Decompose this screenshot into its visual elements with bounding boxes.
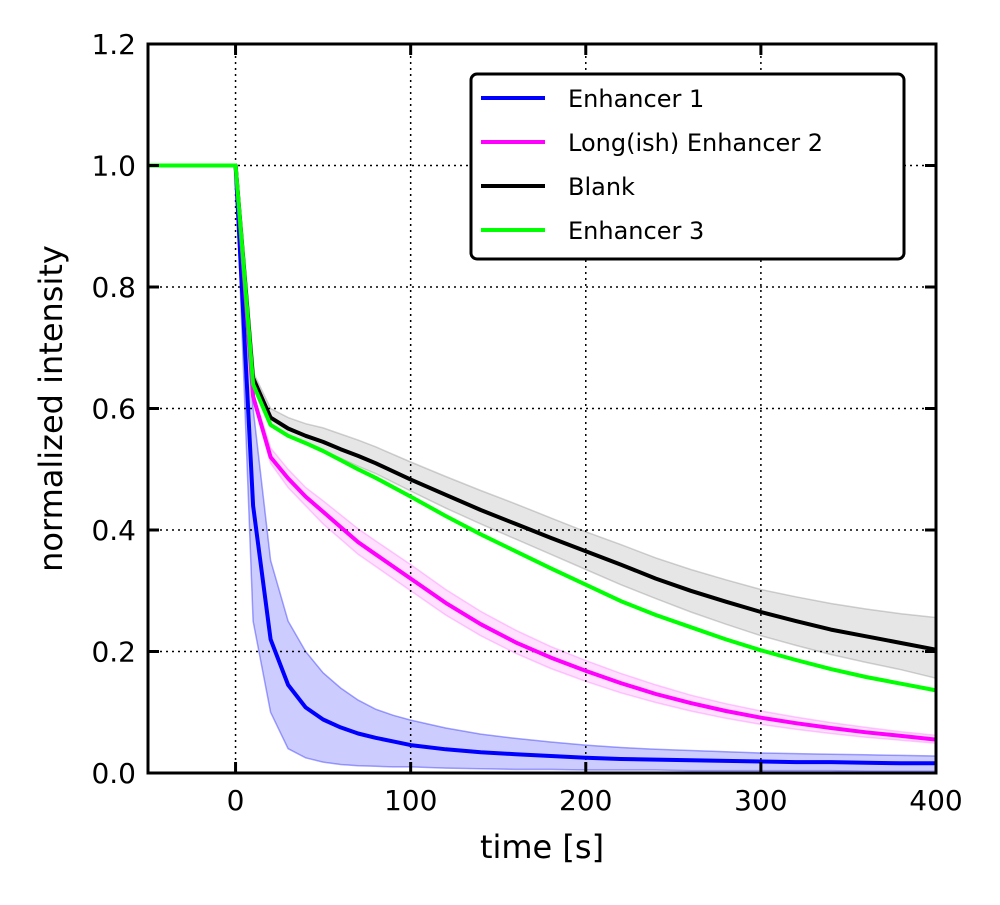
legend: Enhancer 1 Long(ish) Enhancer 2 Blank Enhan… bbox=[469, 72, 906, 261]
x-tick-label: 200 bbox=[559, 784, 612, 817]
legend-label-long-ish-enhancer-2: Long(ish) Enhancer 2 bbox=[568, 129, 823, 157]
x-tick-labels: 0 100 200 300 400 bbox=[227, 784, 963, 817]
y-tick-label: 0.2 bbox=[91, 636, 136, 669]
y-tick-label: 1.0 bbox=[91, 150, 136, 183]
x-tick-label: 300 bbox=[734, 784, 787, 817]
series-lines bbox=[148, 163, 937, 766]
x-tick-label: 0 bbox=[227, 784, 245, 817]
legend-label-blank: Blank bbox=[568, 173, 635, 201]
legend-box bbox=[469, 72, 906, 261]
x-tick-label: 100 bbox=[384, 784, 437, 817]
x-axis-title: time [s] bbox=[480, 828, 604, 866]
y-tick-label: 0.0 bbox=[91, 757, 136, 790]
legend-label-enhancer-1: Enhancer 1 bbox=[568, 85, 704, 113]
y-tick-label: 0.8 bbox=[91, 271, 136, 304]
y-tick-label: 0.6 bbox=[91, 393, 136, 426]
y-tick-label: 1.2 bbox=[91, 28, 136, 61]
y-tick-labels: 0.0 0.2 0.4 0.6 0.8 1.0 1.2 bbox=[91, 28, 136, 790]
x-tick-label: 400 bbox=[909, 784, 962, 817]
y-axis-title: normalized intensity bbox=[32, 245, 70, 572]
axis-ticks bbox=[148, 42, 938, 775]
legend-label-enhancer-3: Enhancer 3 bbox=[568, 217, 704, 245]
series-line-enhancer-3 bbox=[148, 163, 937, 693]
y-tick-label: 0.4 bbox=[91, 514, 136, 547]
